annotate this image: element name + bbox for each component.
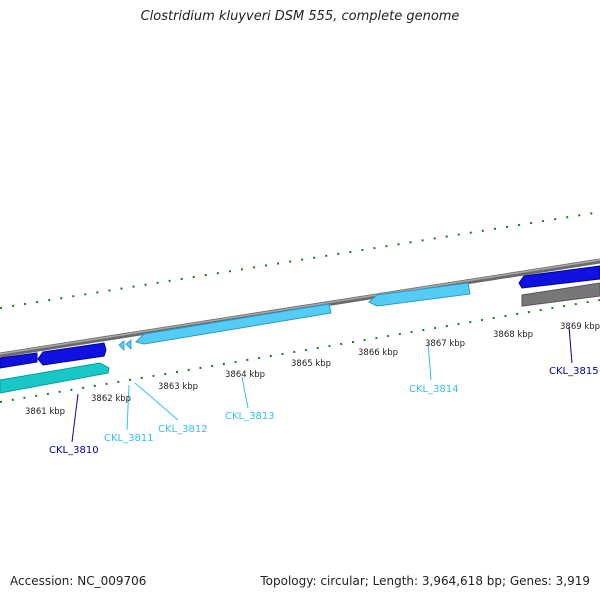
- gene-ckl-3813[interactable]: [135, 303, 332, 345]
- scale-label: 3867 kbp: [425, 339, 465, 349]
- gene-label-ckl-3811[interactable]: CKL_3811: [104, 433, 154, 444]
- scale-label: 3864 kbp: [225, 370, 265, 380]
- label-leaders: [71, 326, 573, 443]
- scale-label: 3866 kbp: [358, 348, 398, 358]
- scale-labels: 3861 kbp 3862 kbp 3863 kbp 3864 kbp 3865…: [25, 322, 600, 417]
- genome-summary-text: Topology: circular; Length: 3,964,618 bp…: [260, 574, 590, 588]
- gene-label-ckl-3815[interactable]: CKL_3815: [549, 366, 599, 377]
- gene-gray[interactable]: [521, 282, 600, 307]
- scale-label: 3862 kbp: [91, 394, 131, 404]
- scale-label: 3869 kbp: [560, 322, 600, 332]
- gene-ckl-3812[interactable]: [125, 339, 132, 350]
- gene-label-ckl-3814[interactable]: CKL_3814: [409, 384, 459, 395]
- gene-ckl-3810[interactable]: [0, 352, 38, 369]
- scale-label: 3861 kbp: [25, 407, 65, 417]
- scale-label: 3868 kbp: [493, 330, 533, 340]
- accession-text: Accession: NC_009706: [10, 574, 147, 588]
- gene-ckl-3814[interactable]: [368, 282, 471, 307]
- gene-label-ckl-3810[interactable]: CKL_3810: [49, 445, 99, 456]
- gene-ckl-3811[interactable]: [118, 340, 125, 351]
- genome-backbone: [0, 258, 600, 358]
- gene-label-ckl-3813[interactable]: CKL_3813: [225, 411, 275, 422]
- gene-cyan[interactable]: [0, 362, 110, 394]
- map-title: Clostridium kluyveri DSM 555, complete g…: [140, 9, 460, 24]
- gene-ckl-3815[interactable]: [518, 265, 600, 289]
- upper-tick-row: [0, 211, 600, 309]
- gene-features: [0, 265, 600, 394]
- gene-blue-left-2[interactable]: [37, 342, 107, 366]
- scale-label: 3865 kbp: [291, 359, 331, 369]
- scale-label: 3863 kbp: [158, 382, 198, 392]
- gene-label-ckl-3812[interactable]: CKL_3812: [158, 424, 208, 435]
- gene-labels: CKL_3810 CKL_3811 CKL_3812 CKL_3813 CKL_…: [49, 366, 599, 456]
